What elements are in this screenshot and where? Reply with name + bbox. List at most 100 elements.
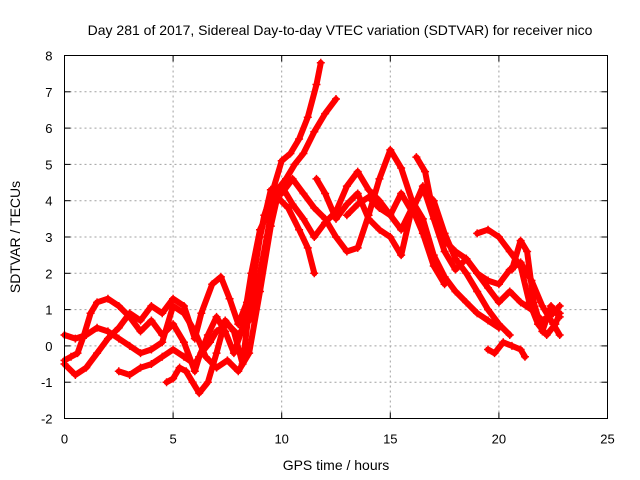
data-point-marker — [125, 341, 134, 350]
data-point-marker — [203, 378, 212, 387]
data-point-marker — [494, 280, 503, 289]
data-point-marker — [494, 233, 503, 241]
data-point-marker — [179, 352, 188, 361]
data-point-marker — [332, 95, 340, 104]
data-point-marker — [190, 360, 199, 369]
data-point-marker — [375, 174, 384, 183]
data-point-marker — [451, 287, 460, 296]
data-point-marker — [162, 378, 171, 387]
data-point-marker — [299, 149, 308, 158]
data-point-marker — [462, 298, 471, 307]
data-point-marker — [386, 211, 395, 220]
y-tick-label: -2 — [41, 412, 53, 427]
data-point-marker — [547, 301, 556, 310]
data-point-marker — [169, 345, 178, 354]
data-point-marker — [375, 196, 384, 205]
data-point-marker — [321, 189, 330, 198]
data-point-marker — [342, 247, 351, 256]
data-point-marker — [114, 367, 123, 376]
data-point-marker — [397, 164, 406, 173]
data-point-marker — [147, 345, 156, 354]
y-tick-labels: -2 -1 0 1 2 3 4 5 6 7 8 — [41, 49, 53, 427]
data-point-marker — [212, 312, 221, 321]
data-point-marker — [277, 156, 286, 165]
data-point-marker — [201, 352, 210, 361]
data-point-marker — [266, 185, 275, 194]
data-point-marker — [421, 167, 430, 176]
data-point-marker — [332, 233, 340, 241]
data-point-marker — [490, 349, 499, 358]
data-point-marker — [516, 298, 525, 307]
data-point-marker — [82, 331, 91, 340]
data-point-marker — [353, 243, 362, 252]
data-point-marker — [397, 251, 406, 260]
data-point-marker — [195, 389, 204, 398]
data-point-marker — [288, 200, 297, 209]
data-point-marker — [114, 301, 123, 310]
data-point-marker — [86, 309, 95, 318]
x-tick-label: 5 — [169, 432, 176, 447]
ticks — [64, 55, 608, 419]
data-point-marker — [473, 309, 482, 318]
data-point-marker — [206, 338, 215, 347]
data-point-marker — [505, 247, 514, 256]
data-point-marker — [484, 345, 493, 354]
data-point-marker — [103, 294, 112, 303]
data-point-marker — [505, 287, 514, 296]
data-point-marker — [494, 298, 503, 307]
data-point-marker — [473, 229, 482, 238]
data-point-marker — [408, 207, 417, 216]
data-point-marker — [516, 262, 525, 271]
data-point-marker — [299, 214, 308, 223]
data-point-marker — [169, 374, 178, 383]
data-point-marker — [266, 211, 275, 220]
data-point-marker — [286, 149, 295, 158]
data-point-marker — [114, 334, 123, 343]
data-point-marker — [288, 174, 297, 183]
data-point-marker — [520, 352, 529, 361]
data-point-marker — [451, 254, 460, 263]
data-point-marker — [462, 254, 471, 263]
data-point-marker — [295, 225, 304, 234]
data-point-marker — [197, 309, 206, 318]
data-point-marker — [136, 327, 145, 336]
data-point-marker — [440, 272, 449, 281]
data-point-marker — [310, 269, 319, 278]
y-axis-label: SDTVAR / TECUs — [7, 181, 23, 293]
data-point-marker — [342, 211, 351, 220]
data-point-marker — [295, 134, 304, 143]
data-point-marker — [507, 341, 516, 350]
data-point-marker — [216, 272, 225, 281]
y-tick-label: 8 — [45, 49, 52, 64]
data-point-marker — [473, 269, 482, 278]
data-point-marker — [555, 331, 564, 340]
data-point-marker — [484, 316, 493, 325]
x-tick-label: 10 — [274, 432, 288, 447]
data-point-marker — [451, 265, 460, 274]
data-point-marker — [179, 309, 188, 318]
data-point-marker — [147, 316, 156, 325]
data-point-marker — [136, 316, 145, 325]
data-point-marker — [223, 356, 232, 365]
data-point-marker — [364, 185, 373, 194]
data-point-marker — [375, 225, 384, 234]
data-point-marker — [225, 294, 234, 303]
data-point-marker — [397, 189, 406, 198]
y-tick-label: 4 — [45, 194, 52, 209]
x-axis-label: GPS time / hours — [283, 457, 390, 473]
data-point-marker — [147, 360, 156, 369]
series-sat-12 — [507, 236, 564, 336]
data-point-marker — [310, 233, 319, 241]
data-point-marker — [179, 301, 188, 310]
data-point-marker — [429, 251, 438, 260]
data-point-marker — [103, 327, 112, 336]
data-point-marker — [247, 287, 256, 296]
x-tick-label: 25 — [600, 432, 614, 447]
data-point-marker — [516, 345, 525, 354]
series-sat-9 — [412, 153, 564, 340]
data-point-marker — [93, 349, 102, 358]
data-point-marker — [440, 236, 449, 245]
data-point-marker — [190, 327, 199, 336]
data-point-marker — [312, 80, 321, 89]
data-point-marker — [484, 276, 493, 285]
